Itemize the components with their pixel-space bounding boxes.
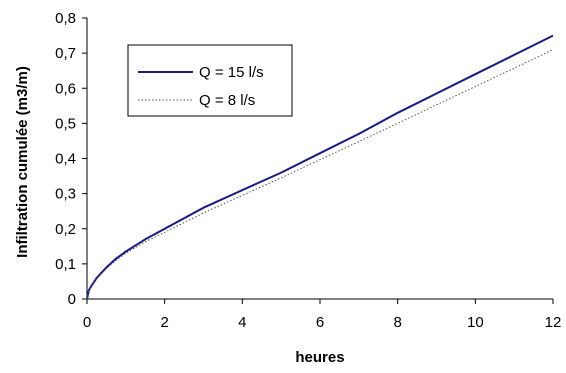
x-tick-label: 12 <box>545 314 562 331</box>
x-axis-ticks: 0 2 4 6 8 10 12 <box>83 299 562 331</box>
y-axis-title: Infiltration cumulée (m3/m) <box>14 66 31 258</box>
y-tick-label: 0,6 <box>55 80 76 97</box>
legend-label-q15: Q = 15 l/s <box>199 64 264 81</box>
x-tick-label: 10 <box>467 314 484 331</box>
y-tick-label: 0,1 <box>55 256 76 273</box>
legend-box <box>127 44 293 117</box>
y-tick-label: 0,3 <box>55 186 76 203</box>
x-tick-label: 6 <box>316 314 324 331</box>
x-tick-label: 8 <box>393 314 401 331</box>
legend-label-q8: Q = 8 l/s <box>199 92 255 109</box>
series-line-1 <box>86 49 554 300</box>
y-tick-label: 0,8 <box>55 10 76 27</box>
y-tick-label: 0 <box>68 291 76 308</box>
series-line-0 <box>86 34 554 300</box>
x-tick-label: 0 <box>83 314 91 331</box>
y-axis-ticks: 0 0,1 0,2 0,3 0,4 0,5 0,6 0,7 0,8 <box>55 10 87 308</box>
x-tick-label: 2 <box>160 314 168 331</box>
legend: Q = 15 l/s Q = 8 l/s <box>127 44 293 117</box>
x-axis-title: heures <box>295 349 344 366</box>
series-layer <box>86 34 554 300</box>
y-tick-label: 0,2 <box>55 221 76 238</box>
y-tick-label: 0,7 <box>55 45 76 62</box>
y-tick-label: 0,5 <box>55 115 76 132</box>
x-tick-label: 4 <box>238 314 246 331</box>
y-tick-label: 0,4 <box>55 151 76 168</box>
